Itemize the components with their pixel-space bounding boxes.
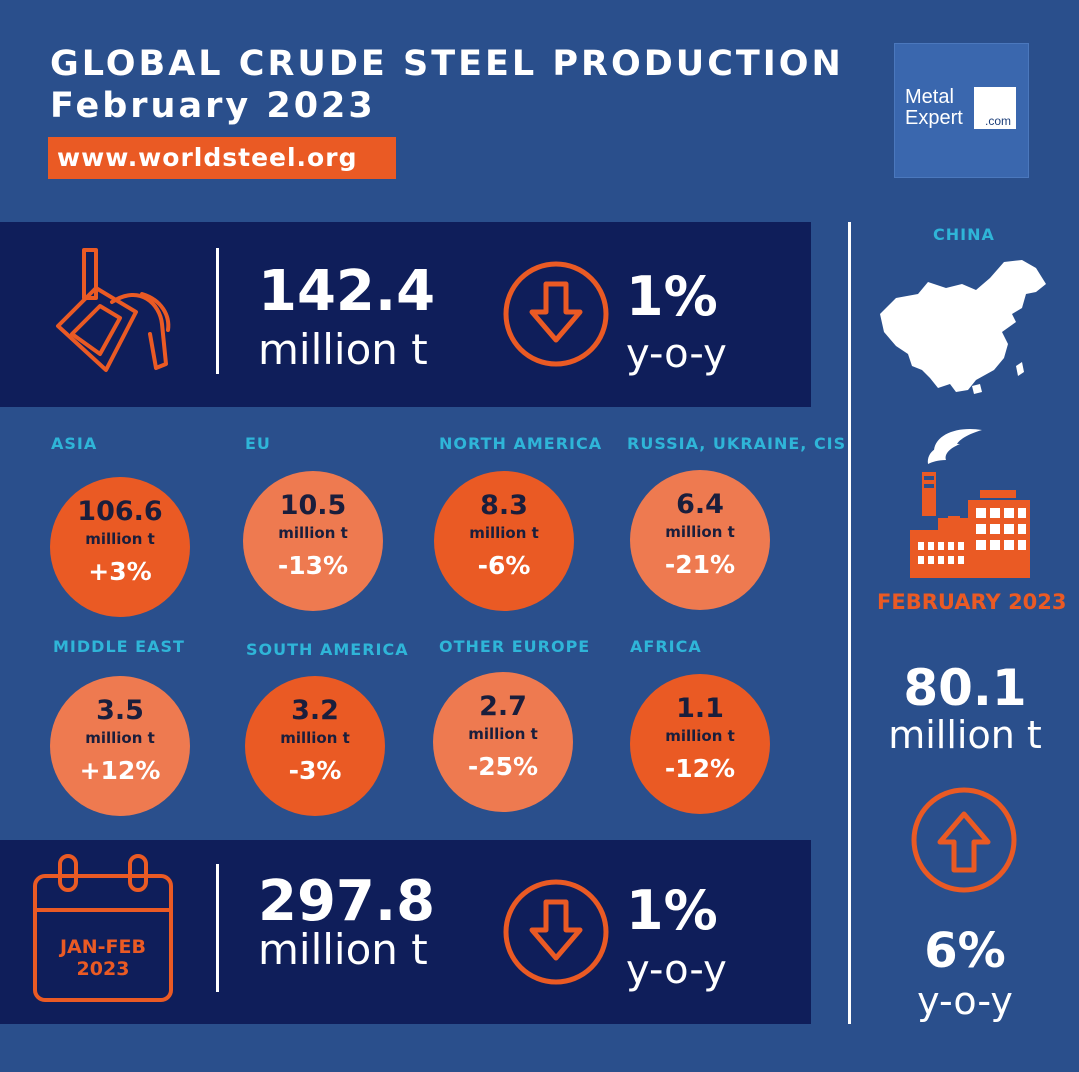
region-unit: million t	[468, 725, 538, 743]
region-unit: million t	[278, 524, 348, 542]
arrow-up-icon	[911, 787, 1017, 893]
column-divider	[848, 222, 851, 1024]
logo-line2: Expert	[905, 107, 963, 129]
region-value: 6.4	[676, 489, 724, 520]
region-unit: million t	[469, 524, 539, 542]
region-circle: 6.4 million t -21%	[630, 470, 770, 610]
world-ytd-change: 1%	[626, 879, 718, 942]
region-value: 106.6	[77, 496, 163, 527]
region-value: 3.5	[96, 695, 144, 726]
world-ytd-change-label: y-o-y	[626, 947, 727, 993]
calendar-period: JAN-FEB	[59, 936, 146, 958]
region-value: 8.3	[480, 490, 528, 521]
arrow-down-icon	[503, 879, 609, 985]
region-value: 1.1	[676, 693, 724, 724]
region-value: 10.5	[279, 490, 347, 521]
world-feb-unit: million t	[258, 325, 428, 374]
region-change: -12%	[664, 754, 736, 783]
page-title: GLOBAL CRUDE STEEL PRODUCTION	[50, 44, 844, 84]
calendar-icon	[33, 854, 173, 1002]
region-label: ASIA	[51, 434, 98, 453]
panel-divider	[216, 248, 219, 374]
region-label: NORTH AMERICA	[439, 434, 603, 453]
region-label: AFRICA	[630, 637, 702, 656]
china-unit: million t	[888, 713, 1042, 757]
world-ytd-panel: JAN-FEB 2023 297.8 million t 1% y-o-y	[0, 840, 811, 1024]
world-feb-change: 1%	[626, 265, 718, 328]
region-unit: million t	[280, 729, 350, 747]
region-circle: 3.2 million t -3%	[245, 676, 385, 816]
region-value: 2.7	[479, 691, 527, 722]
region-change: -6%	[477, 551, 531, 580]
china-map-icon	[880, 260, 1046, 394]
region-label: EU	[245, 434, 271, 453]
region-unit: million t	[85, 729, 155, 747]
region-unit: million t	[665, 523, 735, 541]
china-change: 6%	[924, 923, 1006, 979]
metalexpert-logo[interactable]: Metal Expert .com	[894, 43, 1029, 178]
region-unit: million t	[665, 727, 735, 745]
region-circle: 8.3 million t -6%	[434, 471, 574, 611]
region-change: -3%	[288, 756, 342, 785]
world-ytd-value: 297.8	[258, 869, 436, 934]
china-period: FEBRUARY 2023	[877, 590, 1067, 614]
calendar-year: 2023	[76, 958, 130, 980]
region-change: -13%	[277, 551, 349, 580]
region-change: -25%	[467, 752, 539, 781]
region-unit: million t	[85, 530, 155, 548]
china-value: 80.1	[903, 659, 1027, 717]
region-change: +3%	[88, 557, 152, 586]
region-circle: 3.5 million t +12%	[50, 676, 190, 816]
region-label: RUSSIA, UKRAINE, CIS	[627, 434, 847, 453]
region-change: -21%	[664, 550, 736, 579]
ladle-icon	[56, 248, 171, 372]
world-feb-change-label: y-o-y	[626, 331, 727, 377]
region-circle: 1.1 million t -12%	[630, 674, 770, 814]
source-url-link[interactable]: www.worldsteel.org	[48, 137, 396, 179]
china-label: CHINA	[933, 225, 995, 244]
region-label: SOUTH AMERICA	[246, 640, 409, 659]
world-february-panel: 142.4 million t 1% y-o-y	[0, 222, 811, 407]
region-circle: 106.6 million t +3%	[50, 477, 190, 617]
region-circle: 2.7 million t -25%	[433, 672, 573, 812]
logo-line1: Metal	[905, 86, 954, 108]
world-ytd-unit: million t	[258, 925, 428, 974]
panel-divider	[216, 864, 219, 992]
region-value: 3.2	[291, 695, 339, 726]
logo-suffix: .com	[985, 114, 1012, 128]
china-change-label: y-o-y	[917, 979, 1013, 1023]
region-circle: 10.5 million t -13%	[243, 471, 383, 611]
region-label: MIDDLE EAST	[53, 637, 185, 656]
logo-box	[974, 87, 1016, 129]
region-label: OTHER EUROPE	[439, 637, 591, 656]
page-subtitle: February 2023	[50, 86, 376, 126]
world-feb-value: 142.4	[258, 259, 436, 324]
region-change: +12%	[79, 756, 161, 785]
arrow-down-icon	[503, 261, 609, 367]
factory-icon	[910, 428, 1030, 578]
